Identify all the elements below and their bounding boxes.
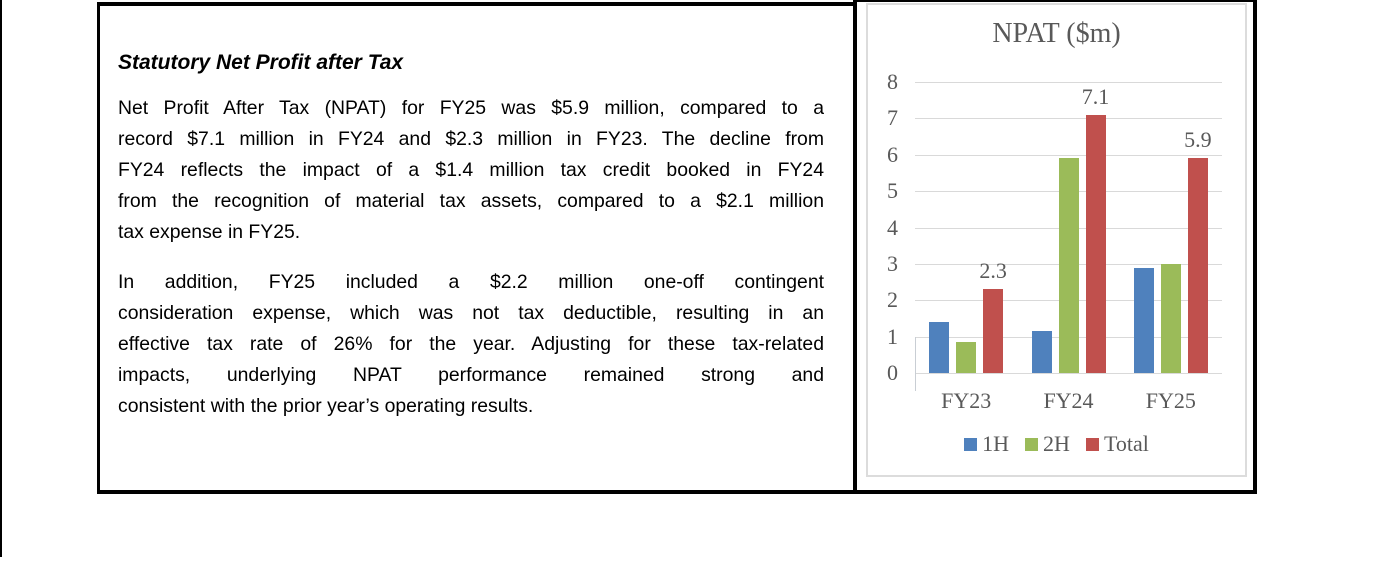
table-border-top-left (97, 2, 857, 6)
y-axis-line (915, 336, 916, 391)
chart-title: NPAT ($m) (992, 18, 1121, 49)
paragraph-2-line-4: impacts, underlying NPAT performance rem… (118, 364, 824, 386)
body-paragraphs: Net Profit After Tax (NPAT) for FY25 was… (118, 93, 824, 441)
y-axis-label-1: 1 (887, 323, 898, 349)
y-axis-label-2: 2 (887, 287, 898, 313)
legend-swatch-2H (1025, 437, 1039, 451)
table-border-right (1253, 0, 1257, 494)
x-axis-label-FY23: FY23 (941, 388, 992, 413)
paragraph-2: In addition, FY25 included a $2.2 millio… (118, 267, 824, 422)
y-axis-label-6: 6 (887, 141, 898, 167)
paragraph-2-line-1: In addition, FY25 included a $2.2 millio… (118, 271, 824, 293)
page-edge-line (0, 0, 2, 557)
data-label-FY24: 7.1 (1081, 83, 1110, 109)
legend-label-Total: Total (1103, 431, 1149, 456)
paragraph-2-line-5: consistent with the prior year’s operati… (118, 395, 534, 417)
legend-item-2H: 2H (1025, 433, 1070, 455)
x-axis-label-FY25: FY25 (1145, 388, 1196, 413)
legend-swatch-Total (1085, 437, 1099, 451)
chart-legend: 1H 2H Total (868, 433, 1245, 455)
bar-Total-FY23 (983, 289, 1004, 373)
y-axis-label-7: 7 (887, 105, 898, 131)
legend-label-1H: 1H (982, 431, 1010, 456)
paragraph-2-line-3: effective tax rate of 26% for the year. … (118, 333, 824, 355)
y-axis-label-8: 8 (887, 69, 898, 94)
bar-Total-FY24 (1085, 114, 1106, 373)
y-axis-label-4: 4 (887, 214, 898, 240)
npat-chart-panel: NPAT ($m) 0 1 2 3 4 5 6 7 8 FY23 2.3 FY24 7.1 FY25 5.9… (866, 3, 1247, 477)
paragraph-2-line-2: consideration expense, which was not tax… (118, 302, 824, 324)
legend-label-2H: 2H (1043, 431, 1070, 456)
bar-2H-FY24 (1058, 158, 1079, 373)
legend-item-Total: Total (1085, 431, 1149, 456)
legend-item-1H: 1H (964, 433, 1009, 455)
table-border-left (97, 2, 100, 494)
data-label-FY25: 5.9 (1184, 127, 1212, 153)
bar-1H-FY23 (929, 322, 950, 373)
paragraph-1-line-2: record $7.1 million in FY24 and $2.3 mil… (118, 128, 824, 150)
gridline-6 (915, 154, 1222, 156)
paragraph-1: Net Profit After Tax (NPAT) for FY25 was… (118, 93, 824, 248)
gridline-7 (915, 118, 1222, 120)
y-axis-label-0: 0 (887, 360, 898, 385)
table-border-divider (853, 0, 857, 494)
y-axis-label-3: 3 (887, 250, 898, 276)
paragraph-1-line-3: FY24 reflects the impact of a $1.4 milli… (118, 159, 824, 181)
paragraph-1-line-5: tax expense in FY25. (118, 221, 301, 243)
bar-2H-FY23 (956, 342, 977, 373)
x-axis-label-FY24: FY24 (1043, 388, 1094, 413)
gridline-8 (915, 82, 1222, 83)
bar-1H-FY24 (1031, 331, 1052, 373)
table-border-top-right (855, 0, 1257, 2)
paragraph-1-line-4: from the recognition of material tax ass… (118, 190, 824, 212)
y-axis-label-5: 5 (887, 178, 898, 204)
bar-Total-FY25 (1187, 158, 1208, 373)
data-label-FY23: 2.3 (979, 258, 1007, 284)
paragraph-1-line-1: Net Profit After Tax (NPAT) for FY25 was… (118, 97, 824, 119)
legend-swatch-1H (964, 437, 978, 451)
bar-1H-FY25 (1133, 267, 1154, 373)
table-border-bottom (97, 490, 1257, 494)
section-heading: Statutory Net Profit after Tax (118, 51, 404, 74)
gridline-0 (915, 373, 1222, 374)
bar-2H-FY25 (1160, 263, 1181, 373)
